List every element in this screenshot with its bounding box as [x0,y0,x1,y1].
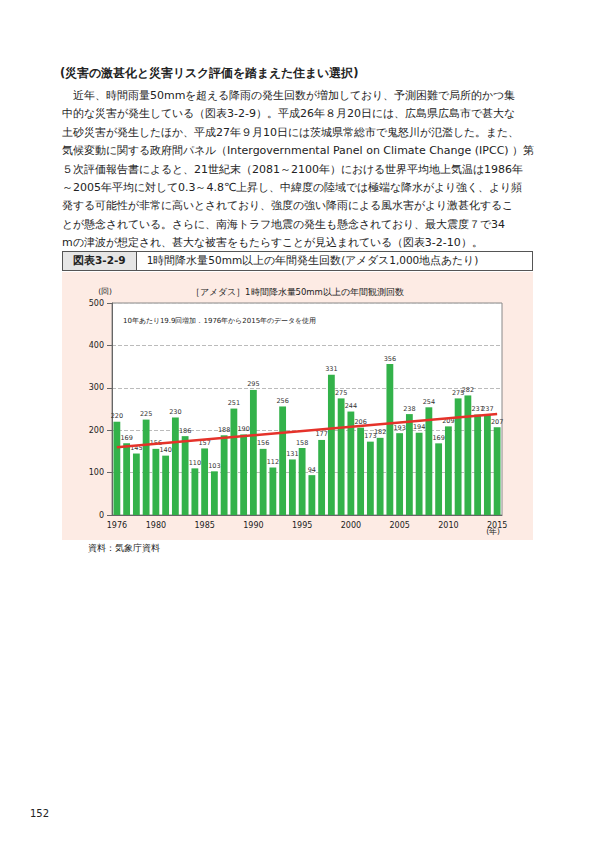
html-text:発する可能性が非常に高いとされており、強度の強い降雨による風: 発する可能性が非常に高いとされており、強度の強い降雨による風水害がより激甚化する… [62,199,513,213]
html-text:気候変動に関する政府間パネル（Intergovernment: 気候変動に関する政府間パネル（Intergovernmental Panel o… [62,144,535,158]
html-text:土砂災害が発生したほか、平成27年９月10日には茨城県常総市: 土砂災害が発生したほか、平成27年９月10日には茨城県常総市で鬼怒川が氾濫した。… [62,125,519,139]
svg-text:190: 190 [237,425,249,433]
svg-text:251: 251 [228,399,240,407]
svg-text:158: 158 [296,439,308,447]
svg-text:225: 225 [140,410,152,418]
svg-text:182: 182 [374,428,386,436]
svg-text:2000: 2000 [341,521,361,530]
svg-text:331: 331 [325,365,337,373]
svg-text:0: 0 [99,511,104,520]
svg-text:200: 200 [89,426,104,435]
svg-text:140: 140 [159,446,171,454]
svg-text:220: 220 [111,412,123,420]
html-text:近年、時間雨量50mmを超える降雨の発生回数が増加しており、: 近年、時間雨量50mmを超える降雨の発生回数が増加しており、予測困難で局所的かつ… [62,89,516,102]
svg-text:100: 100 [89,468,104,477]
svg-text:110: 110 [189,459,201,467]
svg-text:356: 356 [384,355,396,363]
svg-text:103: 103 [208,462,220,470]
html-text:152: 152 [30,808,50,819]
svg-text:［アメダス］1時間降水量50mm以上の年間観測回数: ［アメダス］1時間降水量50mm以上の年間観測回数 [191,287,404,297]
html-text:(災害の激甚化と災害リスク評価を踏まえた住まい選択): (災害の激甚化と災害リスク評価を踏まえた住まい選択) [60,66,359,80]
svg-text:94: 94 [308,466,316,474]
svg-text:244: 244 [345,402,357,410]
svg-text:2010: 2010 [438,521,458,530]
svg-text:1985: 1985 [194,521,214,530]
html-text:資料：気象庁資料: 資料：気象庁資料 [88,543,160,553]
svg-text:145: 145 [130,444,143,452]
svg-text:295: 295 [247,380,259,388]
html-text:５次評価報告書によると、21世紀末（2081～2100年）に: ５次評価報告書によると、21世紀末（2081～2100年）における世界平均地上気… [62,162,523,176]
svg-text:(年): (年) [486,527,500,536]
html-text:とが懸念されている。さらに、南海トラフ地震の発生も懸念されて: とが懸念されている。さらに、南海トラフ地震の発生も懸念されており、最大震度７で3… [62,217,505,231]
svg-text:1976: 1976 [107,521,127,530]
svg-text:400: 400 [89,341,104,350]
svg-text:500: 500 [89,299,104,308]
svg-text:169: 169 [120,434,132,442]
svg-text:156: 156 [257,439,269,447]
html-text:mの津波が想定され、甚大な被害をもたらすことが見込まれている: mの津波が想定され、甚大な被害をもたらすことが見込まれている（図表3-2-10）… [62,236,483,250]
svg-text:206: 206 [354,418,367,427]
svg-text:2005: 2005 [389,521,409,530]
html-text:1時間降水量50mm以上の年間発生回数(アメダス1,000地: 1時間降水量50mm以上の年間発生回数(アメダス1,000地点あたり) [146,254,479,266]
svg-text:(回): (回) [98,287,112,296]
svg-text:237: 237 [481,405,493,413]
svg-text:256: 256 [276,397,288,405]
svg-text:207: 207 [491,418,503,426]
svg-text:275: 275 [451,388,465,397]
svg-text:2015: 2015 [486,520,508,530]
svg-text:169: 169 [432,434,444,442]
svg-text:177: 177 [315,430,327,438]
svg-text:275: 275 [335,389,347,397]
svg-text:1990: 1990 [243,521,263,530]
html-text:図表3-2-9: 図表3-2-9 [73,254,126,266]
svg-text:193: 193 [393,424,405,432]
html-text:中的な災害が発生している（図表3-2-9）。平成26年８月2: 中的な災害が発生している（図表3-2-9）。平成26年８月20日には、広島県広島… [62,107,515,121]
svg-text:300: 300 [89,383,104,392]
svg-text:1980: 1980 [146,521,166,530]
svg-text:112: 112 [267,458,279,466]
svg-text:282: 282 [462,386,474,394]
svg-text:254: 254 [423,398,435,406]
svg-text:230: 230 [169,408,181,416]
svg-text:1995: 1995 [292,521,312,530]
svg-text:194: 194 [413,423,425,431]
svg-text:186: 186 [179,427,191,435]
svg-text:238: 238 [403,405,415,413]
svg-text:10年あたり19.9回増加．1976年から2015年のデータ: 10年あたり19.9回増加．1976年から2015年のデータを使用 [123,316,316,325]
svg-text:157: 157 [198,438,211,447]
svg-text:131: 131 [286,450,298,458]
svg-text:209: 209 [442,416,455,425]
svg-text:237: 237 [471,405,484,413]
svg-text:188: 188 [218,426,230,434]
svg-text:173: 173 [364,432,377,441]
html-text:～2005年平均に対して0.3～4.8℃上昇し、中緯度の陸域: ～2005年平均に対して0.3～4.8℃上昇し、中緯度の陸域では極端な降水がより… [62,181,523,194]
